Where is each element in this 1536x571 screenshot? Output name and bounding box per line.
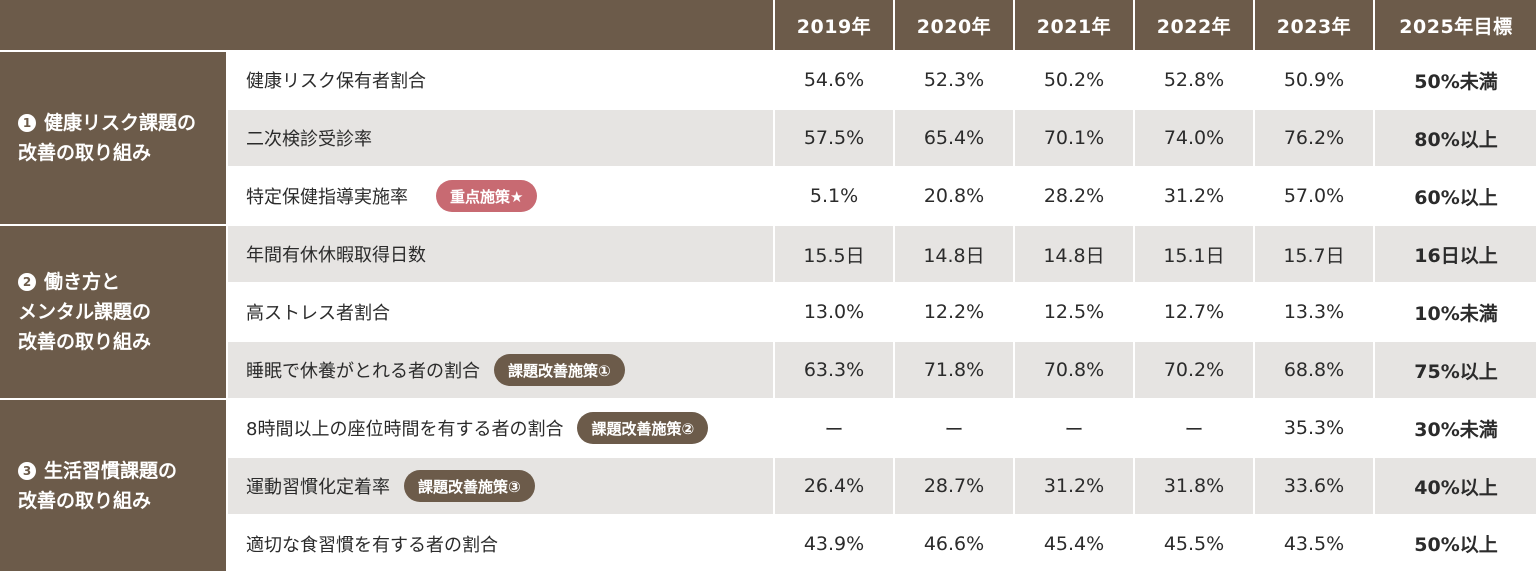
group-health-risk: 1 健康リスク課題の 改善の取り組み [0,52,226,224]
header-2019: 2019年 [775,0,893,50]
value-cell: 15.1日 [1135,226,1253,282]
value-cell: 74.0% [1135,110,1253,166]
value-cell: 71.8% [895,342,1013,398]
group-lifestyle: 3 生活習慣課題の 改善の取り組み [0,400,226,571]
header-2021: 2021年 [1015,0,1133,50]
row-label-text: 健康リスク保有者割合 [246,71,426,92]
row-label: 8時間以上の座位時間を有する者の割合 課題改善施策② [228,400,773,456]
value-cell: 70.2% [1135,342,1253,398]
row-label-text: 高ストレス者割合 [246,303,390,324]
value-cell: 50.2% [1015,52,1133,108]
row-label: 年間有休休暇取得日数 [228,226,773,282]
row-label-text: 適切な食習慣を有する者の割合 [246,534,498,556]
value-cell: 12.7% [1135,284,1253,340]
value-cell: 46.6% [895,516,1013,571]
value-cell: 63.3% [775,342,893,398]
value-cell: 13.0% [775,284,893,340]
row-label-text: 運動習慣化定着率 [246,477,390,498]
group-work-mental: 2 働き方と メンタル課題の 改善の取り組み [0,226,226,398]
target-cell: 30%未満 [1375,400,1536,456]
number-3-icon: 3 [18,461,36,480]
value-cell: 33.6% [1255,458,1373,514]
group-line: メンタル課題の [18,301,152,323]
row-label: 二次検診受診率 [228,110,773,166]
group-line: 働き方と [44,271,121,293]
value-cell: 5.1% [775,168,893,224]
row-label: 健康リスク保有者割合 [228,52,773,108]
value-cell: 43.5% [1255,516,1373,571]
policy-badge: 課題改善施策② [577,412,709,444]
header-2020: 2020年 [895,0,1013,50]
value-cell: 20.8% [895,168,1013,224]
target-cell: 40%以上 [1375,458,1536,514]
target-cell: 10%未満 [1375,284,1536,340]
header-2025-target: 2025年目標 [1375,0,1536,50]
value-cell: 54.6% [775,52,893,108]
group-line: 改善の取り組み [18,142,152,164]
value-cell: 12.2% [895,284,1013,340]
row-label: 適切な食習慣を有する者の割合 [228,516,773,571]
value-cell: 65.4% [895,110,1013,166]
value-cell: ー [1135,400,1253,456]
row-label-text: 睡眠で休養がとれる者の割合 [246,361,480,382]
target-cell: 16日以上 [1375,226,1536,282]
target-cell: 80%以上 [1375,110,1536,166]
value-cell: 15.5日 [775,226,893,282]
row-label-text: 年間有休休暇取得日数 [246,245,426,266]
value-cell: ー [775,400,893,456]
policy-badge: 課題改善施策① [494,354,625,386]
group-line: 改善の取り組み [18,489,152,512]
value-cell: 70.8% [1015,342,1133,398]
value-cell: 50.9% [1255,52,1373,108]
value-cell: 13.3% [1255,284,1373,340]
target-cell: 60%以上 [1375,168,1536,224]
value-cell: 76.2% [1255,110,1373,166]
row-label-text: 特定保健指導実施率 [246,187,408,208]
value-cell: 28.7% [895,458,1013,514]
row-label-text: 8時間以上の座位時間を有する者の割合 [246,419,564,440]
value-cell: 31.2% [1135,168,1253,224]
policy-badge: 課題改善施策③ [404,470,535,502]
row-label: 特定保健指導実施率 重点施策★ [228,168,773,224]
value-cell: 52.8% [1135,52,1253,108]
header-2022: 2022年 [1135,0,1253,50]
value-cell: 14.8日 [895,226,1013,282]
group-line: 生活習慣課題の [44,459,178,482]
value-cell: 68.8% [1255,342,1373,398]
value-cell: 70.1% [1015,110,1133,166]
number-2-icon: 2 [18,273,36,291]
target-cell: 50%未満 [1375,52,1536,108]
value-cell: 26.4% [775,458,893,514]
target-cell: 50%以上 [1375,516,1536,571]
value-cell: ー [1015,400,1133,456]
group-line: 健康リスク課題の [44,112,197,134]
number-1-icon: 1 [18,114,36,132]
header-2023: 2023年 [1255,0,1373,50]
value-cell: 45.4% [1015,516,1133,571]
row-label: 睡眠で休養がとれる者の割合 課題改善施策① [228,342,773,398]
row-label: 高ストレス者割合 [228,284,773,340]
value-cell: 12.5% [1015,284,1133,340]
value-cell: 31.8% [1135,458,1253,514]
value-cell: 35.3% [1255,400,1373,456]
value-cell: 28.2% [1015,168,1133,224]
value-cell: 45.5% [1135,516,1253,571]
value-cell: 43.9% [775,516,893,571]
group-line: 改善の取り組み [18,331,152,353]
row-label: 運動習慣化定着率 課題改善施策③ [228,458,773,514]
policy-badge: 重点施策★ [436,180,538,212]
value-cell: 15.7日 [1255,226,1373,282]
value-cell: 14.8日 [1015,226,1133,282]
value-cell: 31.2% [1015,458,1133,514]
header-blank [0,0,773,50]
value-cell: 57.5% [775,110,893,166]
target-cell: 75%以上 [1375,342,1536,398]
row-label-text: 二次検診受診率 [246,129,372,150]
value-cell: 52.3% [895,52,1013,108]
value-cell: 57.0% [1255,168,1373,224]
value-cell: ー [895,400,1013,456]
